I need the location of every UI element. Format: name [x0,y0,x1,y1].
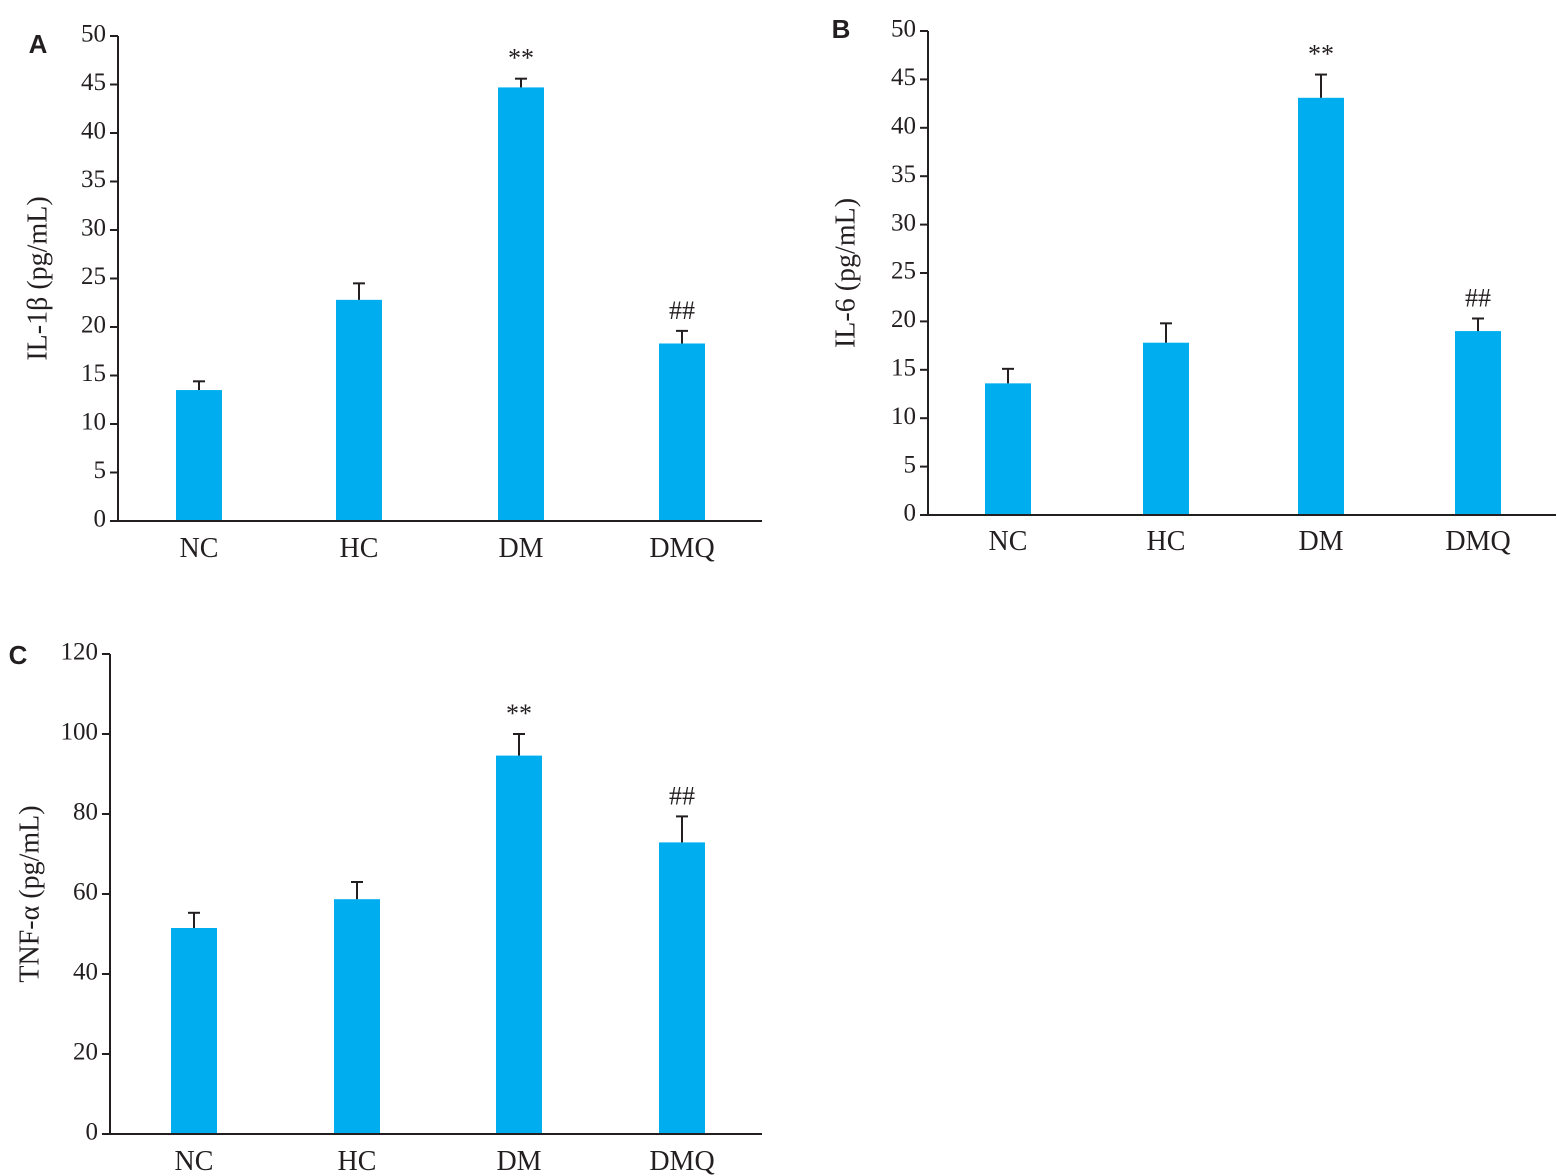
y-tick-label: 5 [904,451,917,478]
y-tick-label: 20 [891,306,916,333]
x-tick-label: DMQ [649,1146,714,1176]
chart-panel-a: A IL-1β (pg/mL) NC HC ** DM ## DMQ 0 5 10 15 20 25 30 3… [22,21,762,564]
y-tick-label: 15 [81,360,106,387]
significance-annotation: ## [669,781,695,810]
y-axis-title: IL-6 (pg/mL) [830,198,861,348]
y-tick-label: 0 [904,500,917,527]
panel-label: B [832,14,851,44]
panel-label: C [9,640,28,670]
bar-dm [496,755,542,1134]
bar-hc [334,899,380,1134]
error-bar-nc [188,911,200,928]
error-bar-hc [353,282,365,300]
y-tick-label: 30 [81,215,106,242]
error-bar-hc [1160,322,1172,343]
significance-annotation: ** [508,44,534,73]
y-tick-label: 50 [891,16,916,43]
chart-panel-b: B IL-6 (pg/mL) NC HC ** DM ## DMQ 0 5 10 15 20 25 30 35… [830,14,1556,557]
y-tick-label: 40 [891,113,916,140]
bar-nc [171,928,217,1134]
x-tick-label: DM [498,533,543,564]
panel-label: A [29,29,48,59]
x-tick-label: HC [1147,526,1186,557]
y-tick-label: 20 [81,312,106,339]
y-tick-label: 5 [94,457,107,484]
y-tick-label: 45 [81,69,106,96]
error-bar-hc [351,881,363,900]
x-tick-label: DMQ [649,533,714,564]
y-tick-label: 35 [81,166,106,193]
y-tick-label: 0 [86,1119,99,1146]
y-tick-label: 20 [73,1039,98,1066]
significance-annotation: ## [1465,283,1491,312]
bar-dmq [1455,331,1501,515]
error-bar-dm [1315,73,1327,98]
y-tick-label: 120 [61,639,99,666]
y-tick-label: 30 [891,209,916,236]
bar-dm [1298,97,1344,516]
error-bar-dmq [676,815,688,843]
error-bar-dmq [676,329,688,344]
y-tick-label: 40 [81,118,106,145]
chart-panel-c: C TNF-α (pg/mL) NC HC ** DM ## DMQ 0 20 40 60 80 100 1… [9,639,762,1176]
bar-hc [1143,342,1189,515]
x-tick-label: DM [1298,526,1343,557]
bar-nc [985,383,1031,515]
y-tick-label: 80 [73,799,98,826]
x-tick-label: HC [338,1146,377,1176]
y-axis-title: TNF-α (pg/mL) [14,805,45,982]
x-tick-label: HC [340,533,379,564]
y-tick-label: 25 [891,258,916,285]
y-tick-label: 25 [81,263,106,290]
bar-dmq [659,842,705,1134]
y-tick-label: 10 [891,403,916,430]
y-tick-label: 40 [73,959,98,986]
bar-nc [176,390,222,521]
x-tick-label: DM [496,1146,541,1176]
error-bar-nc [193,380,205,391]
y-tick-label: 45 [891,64,916,91]
x-tick-label: NC [175,1146,214,1176]
significance-annotation: ** [1308,40,1334,69]
x-tick-label: NC [989,526,1028,557]
error-bar-dmq [1472,317,1484,332]
y-tick-label: 60 [73,879,98,906]
y-tick-label: 100 [61,719,99,746]
y-tick-label: 0 [94,506,107,533]
significance-annotation: ## [669,296,695,325]
y-tick-label: 15 [891,355,916,382]
x-tick-label: NC [180,533,219,564]
y-tick-label: 10 [81,409,106,436]
y-tick-label: 50 [81,21,106,48]
significance-annotation: ** [506,699,532,728]
y-tick-label: 35 [891,161,916,188]
x-tick-label: DMQ [1445,526,1510,557]
error-bar-dm [515,77,527,88]
bar-hc [336,299,382,521]
error-bar-dm [513,733,525,756]
bar-dmq [659,343,705,521]
bar-dm [498,87,544,521]
error-bar-nc [1002,367,1014,384]
y-axis-title: IL-1β (pg/mL) [22,196,53,360]
